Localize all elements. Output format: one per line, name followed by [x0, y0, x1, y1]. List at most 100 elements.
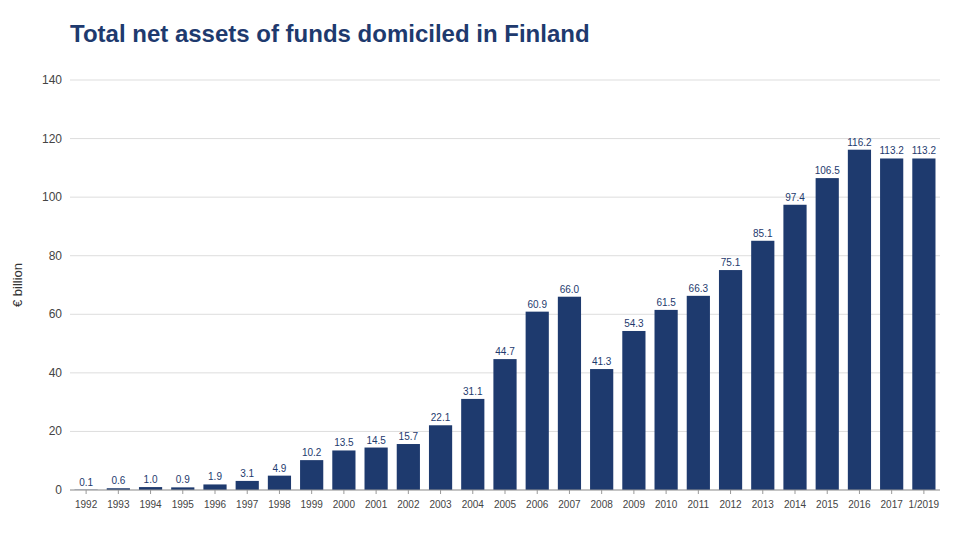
bar: [365, 448, 388, 490]
x-tick: [891, 490, 892, 494]
x-tick-label: 2000: [333, 499, 356, 510]
data-label: 13.5: [334, 437, 354, 448]
x-tick: [182, 490, 183, 494]
data-label: 75.1: [721, 257, 741, 268]
bar: [912, 158, 935, 490]
x-tick: [827, 490, 828, 494]
x-tick-label: 2008: [591, 499, 614, 510]
data-label: 41.3: [592, 356, 612, 367]
bar: [848, 150, 871, 490]
y-tick-label: 140: [42, 73, 62, 87]
y-tick-label: 0: [55, 483, 62, 497]
x-tick: [730, 490, 731, 494]
grid-line: [70, 80, 940, 81]
bar: [397, 444, 420, 490]
data-label: 97.4: [785, 192, 805, 203]
bar: [461, 399, 484, 490]
data-label: 0.6: [111, 475, 125, 486]
x-tick-label: 1993: [107, 499, 130, 510]
data-label: 14.5: [366, 435, 386, 446]
bar: [719, 270, 742, 490]
x-tick-label: 2002: [397, 499, 420, 510]
x-tick-label: 2017: [881, 499, 904, 510]
bars: [75, 150, 936, 490]
data-label: 106.5: [815, 165, 840, 176]
y-tick-label: 100: [42, 190, 62, 204]
x-tick: [408, 490, 409, 494]
x-tick: [923, 490, 924, 494]
x-tick: [762, 490, 763, 494]
x-tick: [343, 490, 344, 494]
bar: [300, 460, 323, 490]
data-label: 66.0: [560, 284, 580, 295]
x-tick-label: 2003: [429, 499, 452, 510]
data-label: 66.3: [689, 283, 709, 294]
x-tick-label: 2013: [752, 499, 775, 510]
x-tick-label: 2012: [719, 499, 742, 510]
x-tick-label: 1998: [268, 499, 291, 510]
grid-line: [70, 138, 940, 139]
x-tick-label: 2004: [462, 499, 485, 510]
x-tick-label: 2011: [688, 499, 710, 510]
data-label: 3.1: [240, 468, 254, 479]
x-tick: [376, 490, 377, 494]
bar: [751, 241, 774, 490]
x-tick: [311, 490, 312, 494]
y-tick-label: 20: [49, 424, 63, 438]
title: Total net assets of funds domiciled in F…: [70, 20, 590, 47]
data-label: 4.9: [272, 463, 286, 474]
x-tick-label: 2006: [526, 499, 549, 510]
bar: [558, 297, 581, 490]
x-tick-label: 2010: [655, 499, 678, 510]
bar: [268, 476, 291, 490]
x-tick-label: 1999: [301, 499, 324, 510]
x-tick-label: 1994: [139, 499, 162, 510]
data-label: 54.3: [624, 318, 644, 329]
data-label: 15.7: [399, 431, 419, 442]
data-label: 0.9: [176, 474, 190, 485]
grid-line: [70, 255, 940, 256]
x-tick: [215, 490, 216, 494]
data-label: 113.2: [880, 145, 905, 156]
bar: [622, 331, 645, 490]
x-tick: [150, 490, 151, 494]
data-label: 1.9: [208, 471, 222, 482]
data-label: 113.2: [912, 145, 937, 156]
bar: [236, 481, 259, 490]
data-label: 116.2: [847, 137, 872, 148]
bar: [816, 178, 839, 490]
data-label: 22.1: [431, 412, 451, 423]
x-axis: 1992199319941995199619971998199920002001…: [70, 490, 940, 510]
data-label: 0.1: [79, 477, 93, 488]
x-tick: [537, 490, 538, 494]
bar: [783, 205, 806, 490]
bar: [429, 425, 452, 490]
bar: [526, 312, 549, 490]
bar: [332, 450, 355, 490]
x-tick-label: 1992: [75, 499, 98, 510]
bar: [203, 484, 226, 490]
x-tick-label: 2001: [365, 499, 388, 510]
x-tick-label: 1995: [172, 499, 195, 510]
y-axis-label: € billion: [10, 263, 25, 307]
x-tick: [633, 490, 634, 494]
y-tick-label: 120: [42, 132, 62, 146]
x-tick: [859, 490, 860, 494]
data-label: 44.7: [495, 346, 515, 357]
bar: [655, 310, 678, 490]
bar: [493, 359, 516, 490]
x-tick: [279, 490, 280, 494]
x-tick: [698, 490, 699, 494]
x-tick-label: 1997: [236, 499, 259, 510]
x-tick: [86, 490, 87, 494]
x-tick-label: 2007: [558, 499, 581, 510]
x-tick-label: 1/2019: [909, 499, 940, 510]
x-tick-label: 2009: [623, 499, 646, 510]
y-tick-label: 40: [49, 366, 63, 380]
x-tick: [666, 490, 667, 494]
x-tick: [247, 490, 248, 494]
x-tick: [505, 490, 506, 494]
data-label: 31.1: [463, 386, 483, 397]
x-tick-label: 2014: [784, 499, 807, 510]
data-label: 85.1: [753, 228, 773, 239]
